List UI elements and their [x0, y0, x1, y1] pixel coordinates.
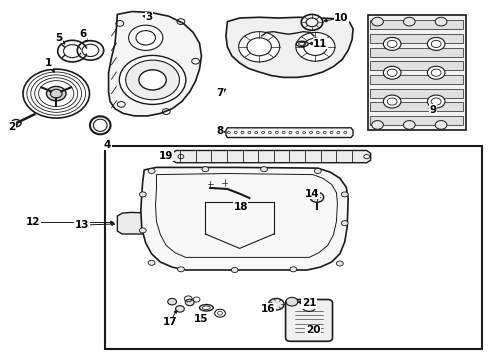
Circle shape	[128, 25, 163, 50]
Circle shape	[336, 261, 343, 266]
Text: 15: 15	[194, 314, 208, 324]
Circle shape	[289, 267, 296, 272]
Text: 1: 1	[45, 58, 52, 68]
Circle shape	[167, 298, 176, 305]
Circle shape	[285, 297, 297, 306]
Circle shape	[148, 168, 155, 174]
Circle shape	[295, 32, 334, 61]
Text: 5: 5	[55, 33, 62, 43]
Circle shape	[238, 32, 279, 62]
Circle shape	[383, 37, 400, 50]
Circle shape	[220, 179, 229, 186]
Circle shape	[46, 86, 66, 101]
Polygon shape	[225, 128, 352, 138]
Circle shape	[301, 301, 316, 311]
Circle shape	[260, 167, 267, 172]
Circle shape	[175, 306, 184, 312]
Text: 9: 9	[428, 105, 435, 115]
Text: 13: 13	[75, 220, 89, 230]
Circle shape	[383, 66, 400, 79]
Circle shape	[214, 309, 225, 317]
Bar	[369, 48, 462, 57]
Bar	[369, 34, 462, 43]
Text: 12: 12	[26, 217, 41, 228]
Text: 10: 10	[333, 13, 348, 23]
Text: 3: 3	[145, 12, 152, 22]
Polygon shape	[225, 17, 352, 77]
Bar	[369, 116, 462, 125]
Circle shape	[341, 221, 347, 226]
Polygon shape	[141, 167, 347, 270]
Circle shape	[148, 260, 155, 265]
Circle shape	[185, 299, 194, 306]
Circle shape	[341, 192, 347, 197]
Circle shape	[139, 70, 166, 90]
Circle shape	[177, 267, 184, 272]
Text: 18: 18	[233, 202, 247, 212]
Text: 8: 8	[216, 126, 223, 136]
Text: 4: 4	[103, 140, 111, 150]
Polygon shape	[117, 212, 156, 234]
Circle shape	[268, 298, 284, 310]
Bar	[369, 89, 462, 98]
Circle shape	[139, 192, 146, 197]
Circle shape	[403, 121, 414, 129]
Circle shape	[371, 121, 383, 129]
Circle shape	[119, 55, 185, 104]
Polygon shape	[108, 12, 201, 116]
Text: 6: 6	[80, 29, 86, 39]
Circle shape	[205, 181, 215, 188]
Circle shape	[125, 60, 179, 100]
Text: 7: 7	[216, 88, 224, 98]
Circle shape	[403, 17, 414, 26]
Circle shape	[427, 95, 444, 108]
Text: 11: 11	[312, 39, 327, 49]
Text: 20: 20	[305, 325, 320, 336]
Circle shape	[121, 221, 128, 227]
Circle shape	[139, 228, 146, 233]
Bar	[367, 15, 465, 130]
Text: 19: 19	[159, 150, 173, 161]
Circle shape	[301, 14, 322, 30]
Circle shape	[150, 221, 158, 227]
Text: 16: 16	[260, 304, 275, 314]
Circle shape	[130, 221, 138, 227]
Text: 14: 14	[304, 189, 319, 199]
Circle shape	[371, 17, 383, 26]
Circle shape	[314, 168, 321, 174]
Circle shape	[140, 221, 148, 227]
Circle shape	[231, 267, 238, 273]
Text: 21: 21	[301, 298, 316, 308]
FancyBboxPatch shape	[285, 300, 332, 341]
Text: 2: 2	[9, 122, 16, 132]
Circle shape	[427, 66, 444, 79]
Bar	[369, 75, 462, 84]
Bar	[105, 146, 481, 349]
Circle shape	[427, 37, 444, 50]
Circle shape	[202, 167, 208, 172]
Circle shape	[238, 192, 260, 208]
Circle shape	[309, 192, 323, 202]
Bar	[369, 20, 462, 29]
Bar	[369, 61, 462, 70]
Text: 17: 17	[163, 317, 177, 327]
Bar	[369, 102, 462, 111]
Circle shape	[434, 121, 446, 129]
Polygon shape	[172, 150, 370, 163]
Circle shape	[434, 17, 446, 26]
Circle shape	[383, 95, 400, 108]
